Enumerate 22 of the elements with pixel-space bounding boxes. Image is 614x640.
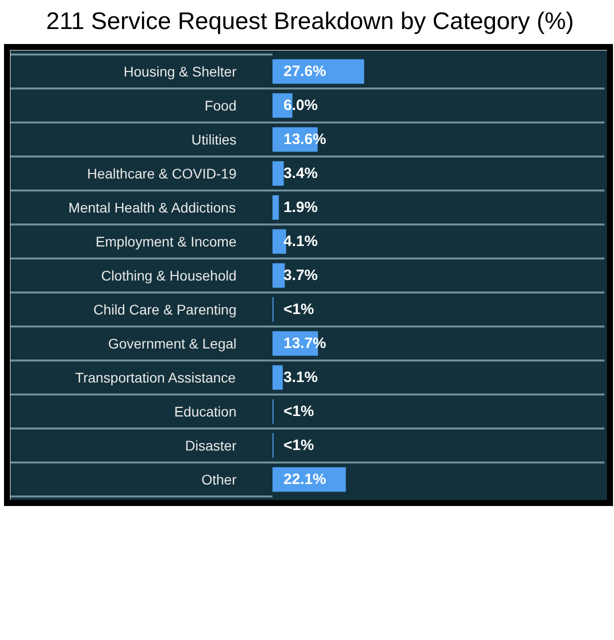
data-label: 22.1%	[284, 471, 326, 488]
y-tick-label: Healthcare & COVID-19	[87, 166, 237, 182]
y-tick-label: Government & Legal	[108, 336, 236, 352]
data-label: 3.1%	[284, 369, 318, 386]
y-tick-label: Transportation Assistance	[75, 370, 236, 386]
y-tick-label: Housing & Shelter	[124, 64, 237, 80]
data-label: <1%	[284, 437, 314, 454]
y-tick-label: Education	[174, 404, 237, 420]
chart-title: 211 Service Request Breakdown by Category (%)	[46, 7, 574, 37]
y-tick-label: Clothing & Household	[101, 268, 236, 284]
data-label: 27.6%	[284, 63, 326, 80]
y-tick-label: Child Care & Parenting	[93, 302, 236, 318]
y-tick-label: Food	[204, 98, 237, 114]
y-tick-label: Disaster	[185, 438, 237, 454]
data-label: 3.4%	[284, 165, 318, 182]
y-tick-label: Mental Health & Addictions	[68, 200, 236, 216]
data-label: <1%	[284, 301, 314, 318]
y-tick-label: Utilities	[191, 132, 237, 148]
data-label: 1.9%	[284, 199, 318, 216]
y-tick-label: Employment & Income	[96, 234, 237, 250]
data-label: <1%	[284, 403, 314, 420]
y-tick-label: Other	[201, 472, 237, 488]
